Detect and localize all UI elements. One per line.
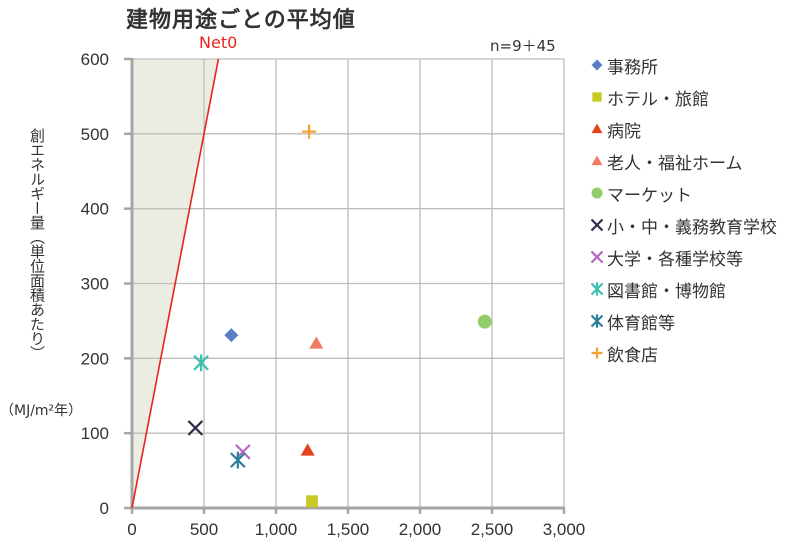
axes — [124, 57, 566, 514]
data-point-plus — [302, 124, 317, 139]
x-marker-icon — [590, 250, 604, 264]
y-tick-label: 300 — [81, 275, 109, 294]
x-tick-label: 2,000 — [399, 520, 442, 539]
x-tick-label: 0 — [127, 520, 136, 539]
y-axis-unit: （MJ/m²年） — [0, 403, 83, 419]
y-tick-label: 400 — [81, 200, 109, 219]
x-tick-label: 1,000 — [255, 520, 298, 539]
legend-item: 図書館・博物館 — [590, 273, 777, 305]
legend-item: マーケット — [590, 177, 777, 209]
x-marker-icon — [590, 218, 604, 232]
legend-label: ホテル・旅館 — [607, 89, 709, 110]
legend-label: 事務所 — [607, 57, 658, 78]
net0-line — [131, 58, 220, 509]
y-tick-label: 0 — [100, 499, 109, 518]
square-marker-icon — [592, 92, 602, 102]
legend-item: 小・中・義務教育学校 — [590, 209, 777, 241]
y-tick-label: 100 — [81, 424, 109, 443]
data-point-triangle — [300, 443, 315, 456]
data-point-x — [187, 420, 204, 436]
triangle-marker-icon — [591, 123, 603, 134]
data-point-diamond — [224, 328, 239, 343]
legend-label: 老人・福祉ホーム — [607, 153, 743, 174]
asterisk-marker-icon — [590, 314, 604, 328]
legend-label: マーケット — [607, 185, 692, 206]
chart-legend: 事務所ホテル・旅館 病院老人・福祉ホーム マーケット小・中・義務教育学校 大学・各種学… — [590, 49, 777, 369]
legend-item: 事務所 — [590, 49, 777, 81]
data-point-square — [306, 495, 318, 508]
data-point-circle — [477, 314, 492, 329]
plus-marker-icon — [591, 347, 603, 359]
y-tick-label: 600 — [81, 50, 109, 69]
legend-item: 老人・福祉ホーム — [590, 145, 777, 177]
sample-size-label: n=9＋45 — [490, 37, 556, 55]
y-tick-label: 200 — [81, 349, 109, 368]
net0-line — [131, 58, 220, 509]
triangle-marker-icon — [591, 155, 603, 166]
circle-marker-icon — [591, 187, 603, 199]
x-tick-label: 3,000 — [543, 520, 586, 539]
data-point-asterisk — [230, 451, 246, 469]
tick-labels: 0 100 200 300 400 500 600 0 500 1,000 1,500 2,000 2,… — [81, 50, 586, 539]
net0-label: Net0 — [199, 33, 238, 52]
data-point-asterisk — [193, 354, 209, 372]
legend-item: 病院 — [590, 113, 777, 145]
legend-label: 大学・各種学校等 — [607, 249, 743, 270]
x-tick-label: 1,500 — [327, 520, 370, 539]
diamond-marker-icon — [591, 59, 603, 71]
data-point-triangle — [309, 336, 324, 349]
legend-label: 飲食店 — [607, 345, 658, 366]
legend-label: 病院 — [607, 121, 641, 142]
x-tick-label: 500 — [190, 520, 218, 539]
y-tick-label: 500 — [81, 125, 109, 144]
y-axis-label: 創エネルギー量（単位面積あたり） — [28, 128, 46, 360]
asterisk-marker-icon — [590, 282, 604, 296]
legend-item: 体育館等 — [590, 305, 777, 337]
legend-item: ホテル・旅館 — [590, 81, 777, 113]
legend-label: 図書館・博物館 — [607, 281, 726, 302]
legend-item: 大学・各種学校等 — [590, 241, 777, 273]
data-points — [187, 124, 492, 508]
chart-title: 建物用途ごとの平均値 — [126, 8, 356, 33]
x-tick-label: 2,500 — [471, 520, 514, 539]
legend-label: 体育館等 — [607, 313, 675, 334]
legend-label: 小・中・義務教育学校 — [607, 217, 777, 238]
legend-item: 飲食店 — [590, 337, 777, 369]
